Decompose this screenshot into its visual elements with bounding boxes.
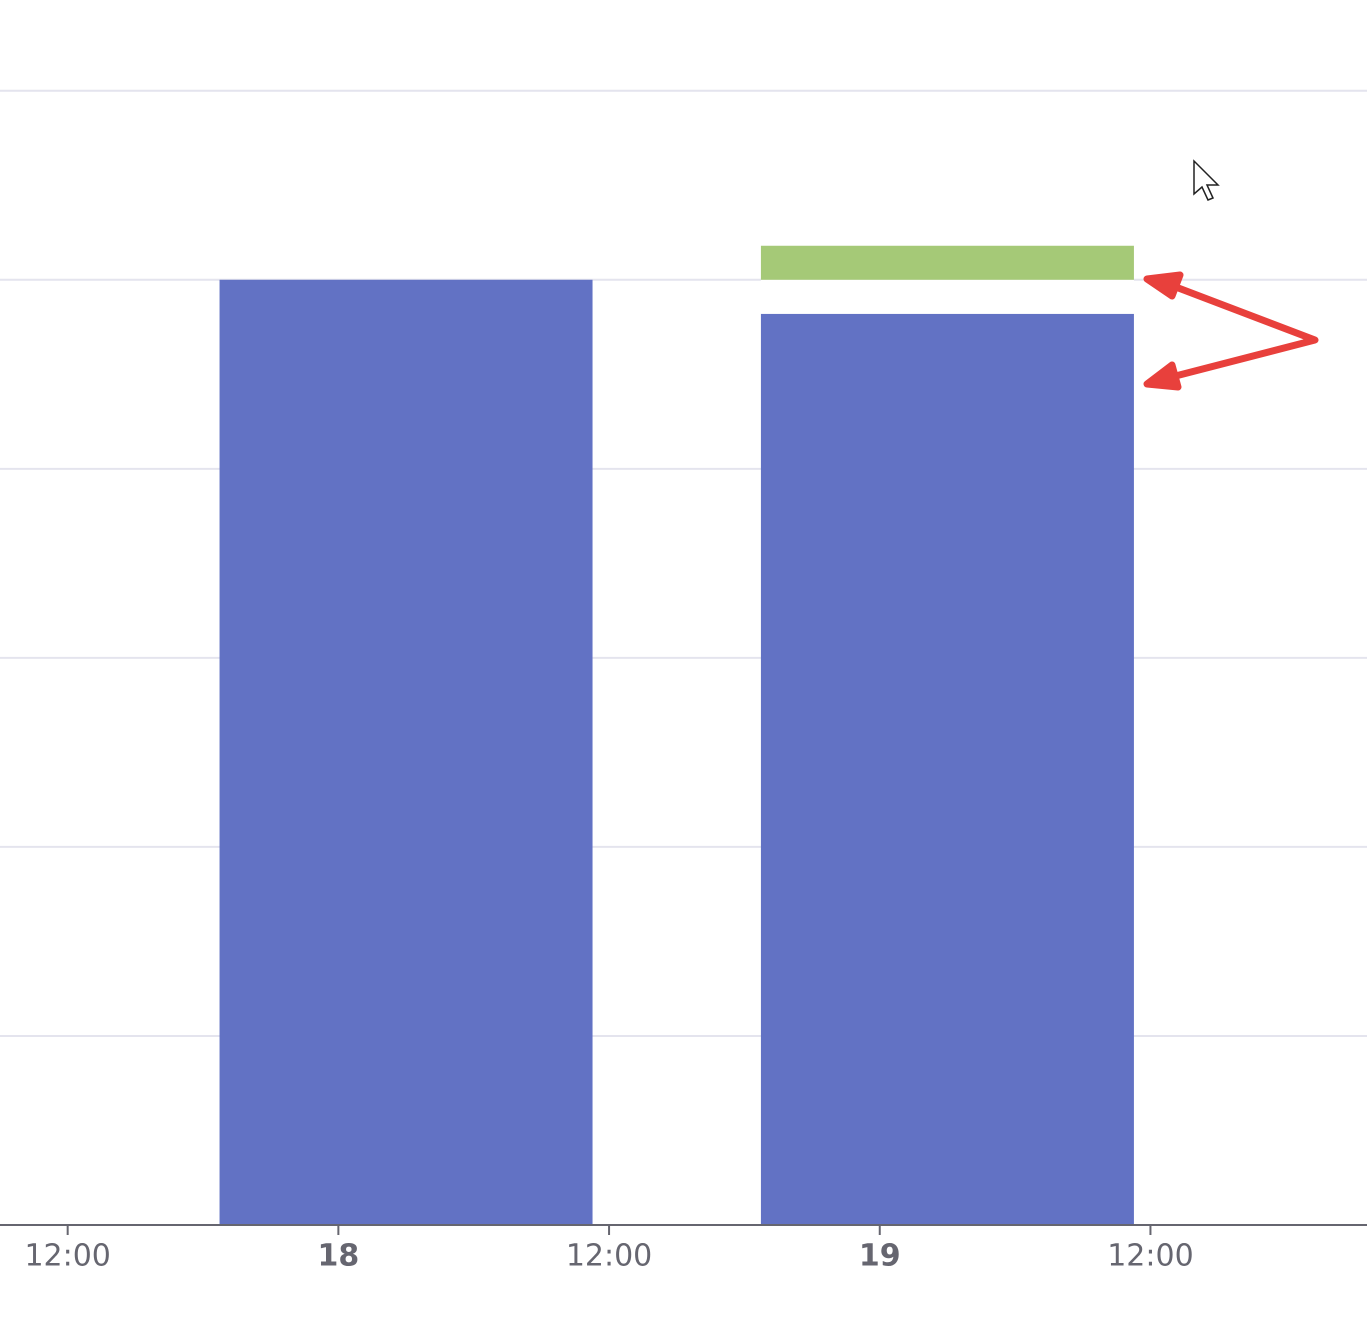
x-tick-label: 12:00 — [24, 1239, 110, 1274]
plot-area: 12:00 18 12:00 19 12:00 — [0, 89, 1367, 1274]
bar-segment — [760, 279, 1134, 314]
bar-segment — [760, 245, 1134, 280]
x-tick-label: 18 — [317, 1239, 359, 1274]
x-tick-label: 12:00 — [1107, 1239, 1193, 1274]
bar-segment — [760, 313, 1134, 1225]
arrow-head — [1143, 361, 1182, 391]
arrow-head — [1143, 271, 1184, 300]
x-tick-label: 12:00 — [566, 1239, 652, 1274]
x-tick-label: 19 — [859, 1239, 901, 1274]
mouse-cursor — [1193, 159, 1220, 201]
arrow-line — [1156, 277, 1319, 384]
bar-segment — [219, 279, 593, 1225]
annotation-arrows — [1143, 271, 1319, 391]
